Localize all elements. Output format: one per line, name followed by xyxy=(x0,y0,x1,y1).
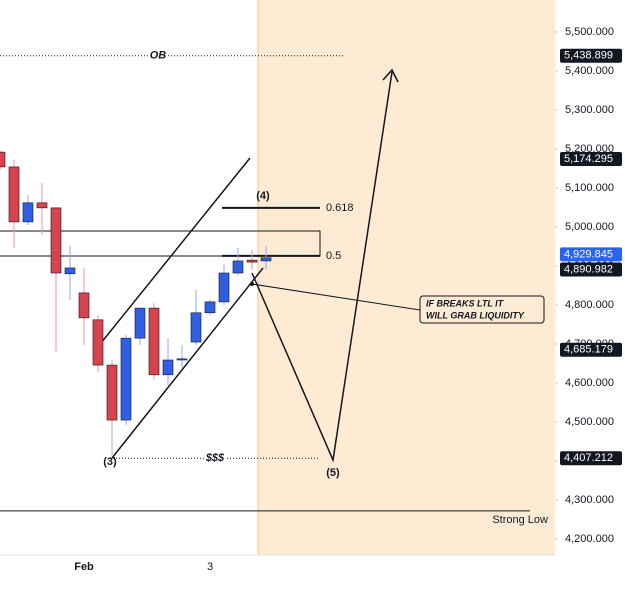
y-tick-label: 4,800.000 xyxy=(565,299,614,311)
candle-body xyxy=(0,151,6,168)
candle-body xyxy=(78,292,90,319)
price-tag-label: 4,407.212 xyxy=(564,452,613,464)
wave-label: (4) xyxy=(256,190,270,202)
price-tag xyxy=(560,247,622,262)
wave-label: (5) xyxy=(326,467,340,479)
candle-body xyxy=(8,166,20,223)
arrow-head xyxy=(382,68,399,83)
candle-body xyxy=(120,337,132,421)
candle-body xyxy=(134,307,146,339)
level-label: $$$ xyxy=(205,452,225,464)
candle-body xyxy=(246,259,258,263)
price-tag xyxy=(560,152,622,167)
annotation-dot xyxy=(250,282,254,286)
candle-body xyxy=(36,202,48,209)
candle-body xyxy=(176,358,188,361)
price-tag xyxy=(560,451,622,466)
price-tag-label: 4,929.845 xyxy=(564,248,613,260)
y-tick-label: 5,500.000 xyxy=(565,26,614,38)
annotation-text: WILL GRAB LIQUIDITY xyxy=(426,310,525,320)
price-tag xyxy=(560,262,622,277)
candle-body xyxy=(232,260,244,274)
annotation-pointer xyxy=(251,283,421,311)
price-tag-label: 5,438.899 xyxy=(564,50,613,62)
y-tick-label: 4,600.000 xyxy=(565,377,614,389)
future-zone xyxy=(258,0,555,555)
price-tag-label: 4,685.179 xyxy=(564,344,613,356)
y-tick-label: 4,200.000 xyxy=(565,533,614,545)
y-tick-label: 5,300.000 xyxy=(565,104,614,116)
candle-body xyxy=(106,364,118,421)
wave-label: (3) xyxy=(103,456,117,468)
channel-top xyxy=(100,157,251,344)
x-tick-label: 3 xyxy=(207,561,213,573)
level-label: 0.618 xyxy=(326,202,354,214)
y-tick-label: 5,400.000 xyxy=(565,65,614,77)
projection-path xyxy=(251,71,393,463)
price-tag xyxy=(560,342,622,357)
zone-box xyxy=(0,230,321,257)
candle-body xyxy=(22,202,34,223)
level-label-bg xyxy=(205,452,225,465)
candle-body xyxy=(260,257,272,262)
candle-body xyxy=(162,359,174,376)
candle-body xyxy=(50,207,62,274)
annotation-box xyxy=(419,295,545,324)
level-label: Strong Low xyxy=(492,514,548,526)
candle-body xyxy=(148,307,160,376)
x-tick-label: Feb xyxy=(74,561,94,573)
level-label-bg xyxy=(148,49,168,62)
y-tick-label: 4,300.000 xyxy=(565,494,614,506)
candle-body xyxy=(204,301,216,314)
level-label: OB xyxy=(150,50,167,62)
y-tick-label: 5,000.000 xyxy=(565,221,614,233)
candle-body xyxy=(218,272,230,303)
price-tag-label: 5,174.295 xyxy=(564,153,613,165)
y-tick-label: 4,500.000 xyxy=(565,416,614,428)
candle-body xyxy=(64,267,76,275)
annotation-text: IF BREAKS LTL IT xyxy=(426,298,505,308)
candle-body xyxy=(92,319,104,366)
level-label: 0.5 xyxy=(326,250,341,262)
candle-body xyxy=(190,312,202,343)
y-tick-label: 5,100.000 xyxy=(565,182,614,194)
price-tag xyxy=(560,48,622,63)
price-tag-label: 4,890.982 xyxy=(564,263,613,275)
channel-bottom xyxy=(111,267,264,459)
y-tick-label: 5,200.000 xyxy=(565,143,614,155)
